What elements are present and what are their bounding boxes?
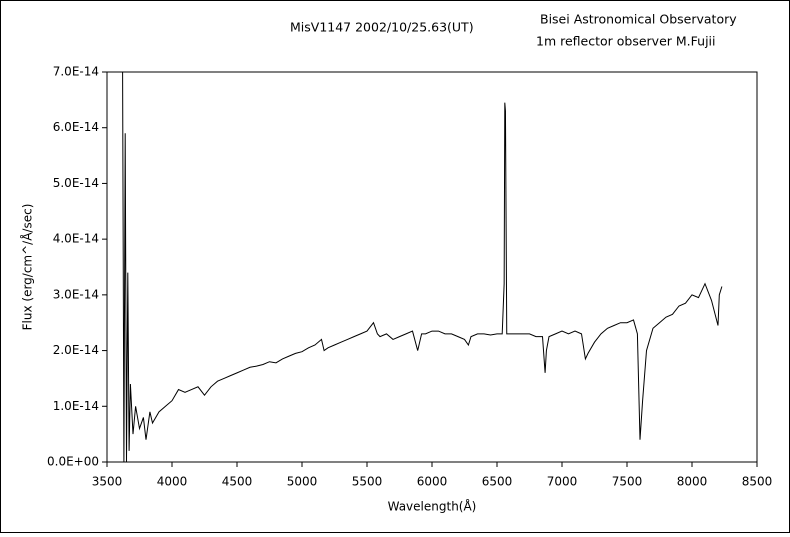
- x-tick-label: 8000: [677, 475, 708, 489]
- y-axis-label: Flux (erg/cm^/Å/sec): [20, 204, 35, 331]
- x-tick-label: 6500: [482, 475, 513, 489]
- annotation: 1m reflector observer M.Fujii: [536, 34, 716, 49]
- y-tick-label: 7.0E-14: [53, 65, 99, 79]
- y-tick-label: 5.0E-14: [53, 176, 99, 190]
- spectrum-line: [122, 71, 723, 463]
- y-tick-label: 2.0E-14: [53, 343, 99, 357]
- x-tick-label: 5000: [287, 475, 318, 489]
- x-tick-label: 4000: [157, 475, 188, 489]
- y-tick-label: 1.0E-14: [53, 399, 99, 413]
- x-tick-label: 3500: [92, 475, 123, 489]
- x-tick-label: 8500: [742, 475, 773, 489]
- annotation: Bisei Astronomical Observatory: [540, 12, 737, 27]
- x-tick-label: 7000: [547, 475, 578, 489]
- x-tick-label: 6000: [417, 475, 448, 489]
- y-tick-label: 3.0E-14: [53, 287, 99, 301]
- plot-area: [106, 71, 758, 463]
- y-tick-label: 6.0E-14: [53, 120, 99, 134]
- x-tick-label: 7500: [612, 475, 643, 489]
- x-tick-label: 5500: [352, 475, 383, 489]
- annotation: MisV1147 2002/10/25.63(UT): [290, 20, 474, 35]
- y-tick-label: 4.0E-14: [53, 232, 99, 246]
- x-axis-label: Wavelength(Å): [388, 499, 477, 514]
- x-tick-label: 4500: [222, 475, 253, 489]
- y-tick-label: 0.0E+00: [47, 455, 99, 469]
